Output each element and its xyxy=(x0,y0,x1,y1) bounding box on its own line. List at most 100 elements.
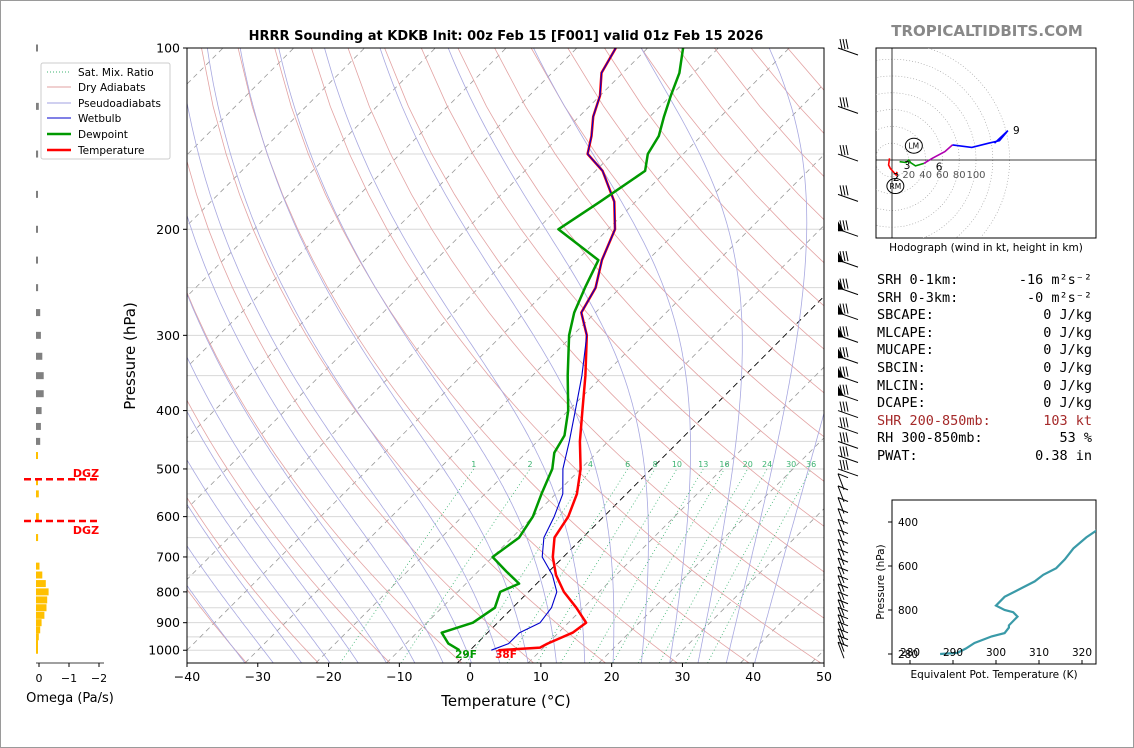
omega-bar xyxy=(36,640,38,648)
theta-e-profile xyxy=(940,529,1096,656)
y-tick-label: 100 xyxy=(156,41,180,56)
legend-label: Pseudoadiabats xyxy=(78,98,161,110)
isotherm-line xyxy=(187,48,790,651)
mixing-ratio-label: 36 xyxy=(806,460,816,469)
wind-barb xyxy=(837,303,859,321)
brand-watermark: TROPICALTIDBITS.COM xyxy=(891,22,1083,40)
dgz-label-bottom: DGZ xyxy=(73,524,99,537)
isotherm-line xyxy=(187,48,295,156)
omega-bar xyxy=(36,44,38,52)
barb-feather xyxy=(837,635,849,641)
mixing-ratio-label: 4 xyxy=(588,460,593,469)
dry-adiabat xyxy=(187,399,391,663)
barb-feather xyxy=(839,347,843,358)
omega-axis-label: Omega (Pa/s) xyxy=(26,691,114,706)
omega-bar xyxy=(36,571,43,579)
y-tick-label: 600 xyxy=(156,509,180,524)
x-tick-label: 40 xyxy=(745,669,761,684)
pseudoadiabat xyxy=(187,292,416,663)
omega-tick-label: 0 xyxy=(36,672,43,685)
x-tick-label: 10 xyxy=(533,669,549,684)
barb-feather xyxy=(839,366,843,377)
hodograph-segment xyxy=(887,158,898,177)
barb-feather xyxy=(837,473,849,479)
wind-barb xyxy=(837,473,849,490)
isotherm-line xyxy=(187,48,719,581)
mixing-ratio-label: 10 xyxy=(672,460,682,469)
storm-motion-marker xyxy=(904,137,923,154)
y-tick-label: 500 xyxy=(156,461,180,476)
barb-feather xyxy=(837,621,849,627)
hodograph-ring-label: 20 xyxy=(902,170,915,181)
barb-staff xyxy=(837,591,845,609)
barb-staff xyxy=(837,47,859,56)
stat-label: RH 300-850mb: xyxy=(877,430,983,447)
hodograph-height-label: 2 xyxy=(893,172,900,184)
wind-barb xyxy=(837,518,849,536)
barb-feather xyxy=(842,347,846,358)
omega-bar xyxy=(36,309,41,317)
storm-motion-marker xyxy=(886,178,905,195)
barb-staff xyxy=(837,599,845,616)
wind-barb xyxy=(837,144,859,162)
barb-feather xyxy=(842,97,846,108)
omega-bar xyxy=(36,534,39,542)
mixing-ratio-line xyxy=(400,468,531,663)
mixing-ratio-label: 13 xyxy=(698,460,708,469)
barb-feather xyxy=(839,38,843,50)
stat-value: 0 J/kg xyxy=(1043,359,1092,376)
stat-value: 0 J/kg xyxy=(1043,324,1092,341)
mixing-ratio-label: 16 xyxy=(719,460,729,469)
barb-feather xyxy=(845,38,849,50)
stat-row: SHR 200-850mb: 103 kt xyxy=(877,413,1092,431)
omega-bar xyxy=(36,331,41,339)
wind-barb xyxy=(837,250,859,268)
omega-bar xyxy=(36,580,46,588)
stat-row: MUCAPE: 0 J/kg xyxy=(877,342,1092,360)
barb-staff xyxy=(837,575,845,592)
wind-barb xyxy=(837,548,849,566)
y-tick-label: 200 xyxy=(156,222,180,237)
omega-bar xyxy=(36,490,39,498)
barb-feather xyxy=(842,326,846,337)
y-tick-label: 800 xyxy=(156,584,180,599)
omega-bar xyxy=(36,422,41,430)
stat-value: 103 kt xyxy=(1043,412,1092,429)
wind-barb xyxy=(837,97,859,114)
wind-barb xyxy=(837,529,849,546)
stat-row: MLCAPE: 0 J/kg xyxy=(877,325,1092,343)
barb-feather xyxy=(845,347,849,358)
x-tick-label: −30 xyxy=(245,669,271,684)
hodograph-height-label: 6 xyxy=(936,162,943,174)
barb-feather xyxy=(837,538,849,544)
stat-value: -0 m²s⁻² xyxy=(1026,289,1092,306)
wind-barb xyxy=(837,220,859,237)
barb-feather xyxy=(839,220,843,231)
barb-staff xyxy=(837,468,859,477)
barb-feather xyxy=(842,384,846,395)
x-tick-label: 20 xyxy=(604,669,620,684)
barb-feather xyxy=(842,459,846,471)
wind-barb xyxy=(837,566,849,584)
y-tick-label: 400 xyxy=(156,403,180,418)
theta-y-tick-label: 400 xyxy=(898,517,918,529)
hodograph-height-label: 9 xyxy=(1013,125,1020,137)
barb-feather xyxy=(842,250,846,262)
omega-panel: 0 −1 −2 xyxy=(24,44,107,685)
pseudoadiabat xyxy=(447,48,649,663)
barb-feather xyxy=(842,432,846,443)
barb-staff xyxy=(837,153,859,162)
barb-feather xyxy=(837,599,849,605)
stat-value: 0 J/kg xyxy=(1043,377,1092,394)
stat-label: MLCIN: xyxy=(877,377,926,394)
skewt-background xyxy=(187,48,824,663)
isotherm-line xyxy=(527,366,824,663)
dry-adiabat xyxy=(420,48,824,527)
isotherm-line xyxy=(244,83,824,663)
barb-feather xyxy=(837,591,849,597)
barb-feather xyxy=(842,38,846,50)
mixing-ratio-line xyxy=(707,468,812,663)
omega-bar xyxy=(36,588,49,596)
skewt-axes: −40 −30 −20 −10 0 10 20 30 40 50 100 200 300 400 500 60… xyxy=(148,41,832,685)
